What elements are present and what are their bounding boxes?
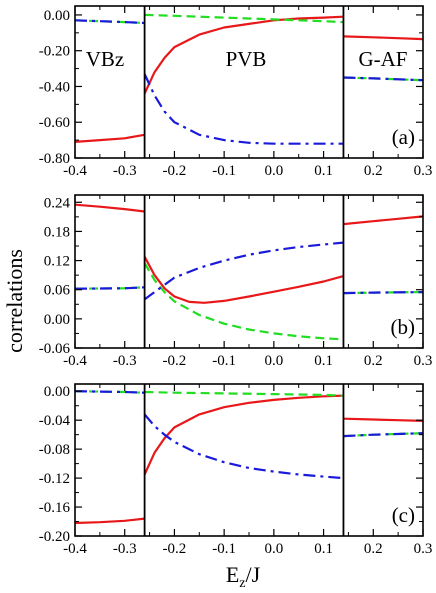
region-label-vbz: VBz	[86, 47, 125, 71]
series-dashed-line-seg-1	[144, 390, 344, 397]
x-tick-label: -0.3	[113, 353, 137, 369]
panel-tag-label: (c)	[392, 503, 415, 527]
series-dashdot-line-seg-0	[75, 19, 145, 25]
y-tick-label: -0.60	[39, 115, 70, 131]
plot-frame	[74, 5, 424, 159]
series-solid-line-seg-1	[143, 394, 344, 475]
y-tick-label: 0.24	[44, 195, 71, 211]
x-tick-label: -0.4	[63, 541, 87, 557]
y-tick-label: -0.20	[39, 44, 70, 60]
x-axis-label-tail: /J	[245, 562, 260, 587]
x-tick-label: -0.3	[113, 541, 137, 557]
panel-0: -0.4 -0.3 -0.2 -0.1 0.0 0.1 0.2 0.3 0.00 -0.20 -0.…	[39, 5, 433, 179]
series-solid-line-seg-0	[75, 203, 145, 213]
y-tick-label: -0.16	[39, 500, 71, 516]
panel-1: -0.4 -0.3 -0.2 -0.1 0.0 0.1 0.2 0.3 0.24 0.18 0.12…	[39, 194, 433, 369]
x-axis-label: Ez/J	[226, 562, 261, 591]
series-solid-line-seg-0	[75, 517, 145, 525]
x-tick-label: 0.3	[414, 163, 433, 179]
x-axis-label-main: E	[226, 562, 239, 587]
x-axis-label-sub: z	[239, 576, 245, 591]
region-label-pvb: PVB	[226, 47, 267, 71]
x-tick-label: -0.1	[212, 353, 236, 369]
x-tick-label: -0.1	[212, 541, 236, 557]
y-tick-label: -0.40	[39, 79, 70, 95]
series-group	[75, 13, 423, 145]
x-tick-label: 0.3	[414, 541, 433, 557]
series-dashdot-line-seg-0	[75, 286, 145, 290]
x-tick-label: -0.3	[113, 163, 137, 179]
series-group	[75, 203, 423, 341]
x-tick-label: 0.0	[264, 353, 283, 369]
x-tick-label: -0.1	[212, 163, 236, 179]
series-dashdot-line-seg-1	[143, 73, 344, 145]
series-dashdot-line-seg-1	[143, 413, 344, 480]
series-group	[75, 390, 423, 525]
x-tick-label: -0.4	[63, 353, 87, 369]
region-label-g-af: G-AF	[358, 47, 407, 71]
panel-tag-label: (a)	[392, 125, 415, 149]
series-dashed-line-seg-0	[75, 286, 145, 290]
y-tick-label: 0.18	[44, 224, 70, 240]
y-tick-label: 0.06	[44, 283, 71, 299]
x-tick-label: 0.2	[364, 353, 383, 369]
y-axis-label: correlations	[2, 249, 27, 353]
x-tick-label: 0.0	[264, 541, 283, 557]
x-tick-label: 0.2	[364, 541, 383, 557]
series-solid-line-seg-1	[143, 15, 344, 95]
x-tick-label: 0.1	[314, 163, 333, 179]
x-tick-label: 0.3	[414, 353, 433, 369]
series-dashdot-line-seg-2	[343, 432, 423, 438]
series-solid-line-seg-1	[143, 256, 344, 304]
y-tick-label: -0.12	[39, 471, 70, 487]
x-tick-label: -0.2	[163, 353, 187, 369]
y-tick-label: 0.12	[44, 254, 70, 270]
series-dashed-line-seg-1	[144, 13, 344, 24]
panel-2: -0.4 -0.3 -0.2 -0.1 0.0 0.1 0.2 0.3 0.00 -0.04 -0.…	[39, 383, 433, 557]
y-tick-label: -0.80	[39, 151, 70, 167]
plot-frame	[74, 194, 424, 349]
series-solid-line-seg-0	[75, 133, 145, 143]
y-tick-label: -0.06	[39, 341, 71, 357]
series-dashdot-line-seg-2	[343, 76, 423, 82]
y-tick-label: -0.04	[39, 413, 71, 429]
x-tick-label: 0.1	[314, 353, 333, 369]
y-tick-label: 0.00	[44, 8, 70, 24]
series-solid-line-seg-2	[343, 215, 423, 226]
y-tick-label: -0.08	[39, 442, 70, 458]
series-dashdot-line-seg-1	[143, 241, 344, 301]
series-solid-line-seg-2	[343, 417, 423, 422]
series-dashed-line-seg-0	[75, 390, 145, 394]
panels-group: -0.4 -0.3 -0.2 -0.1 0.0 0.1 0.2 0.30.00-0.20-0.…	[39, 5, 433, 557]
x-tick-label: 0.1	[314, 541, 333, 557]
panel-tag-label: (b)	[391, 315, 416, 339]
x-tick-label: -0.2	[163, 163, 187, 179]
series-solid-line-seg-2	[343, 35, 423, 41]
y-tick-label: 0.00	[44, 312, 70, 328]
x-tick-label: 0.0	[264, 163, 283, 179]
series-dashdot-line-seg-0	[75, 390, 145, 394]
x-tick-label: 0.2	[364, 163, 383, 179]
x-tick-label: -0.4	[63, 163, 87, 179]
plot-frame	[74, 383, 424, 537]
series-dashdot-line-seg-2	[343, 291, 423, 295]
y-tick-label: -0.20	[39, 529, 70, 545]
y-tick-label: 0.00	[44, 384, 70, 400]
series-dashed-line-seg-0	[75, 19, 145, 25]
series-dashed-line-seg-1	[143, 262, 344, 341]
x-tick-label: -0.2	[163, 541, 187, 557]
